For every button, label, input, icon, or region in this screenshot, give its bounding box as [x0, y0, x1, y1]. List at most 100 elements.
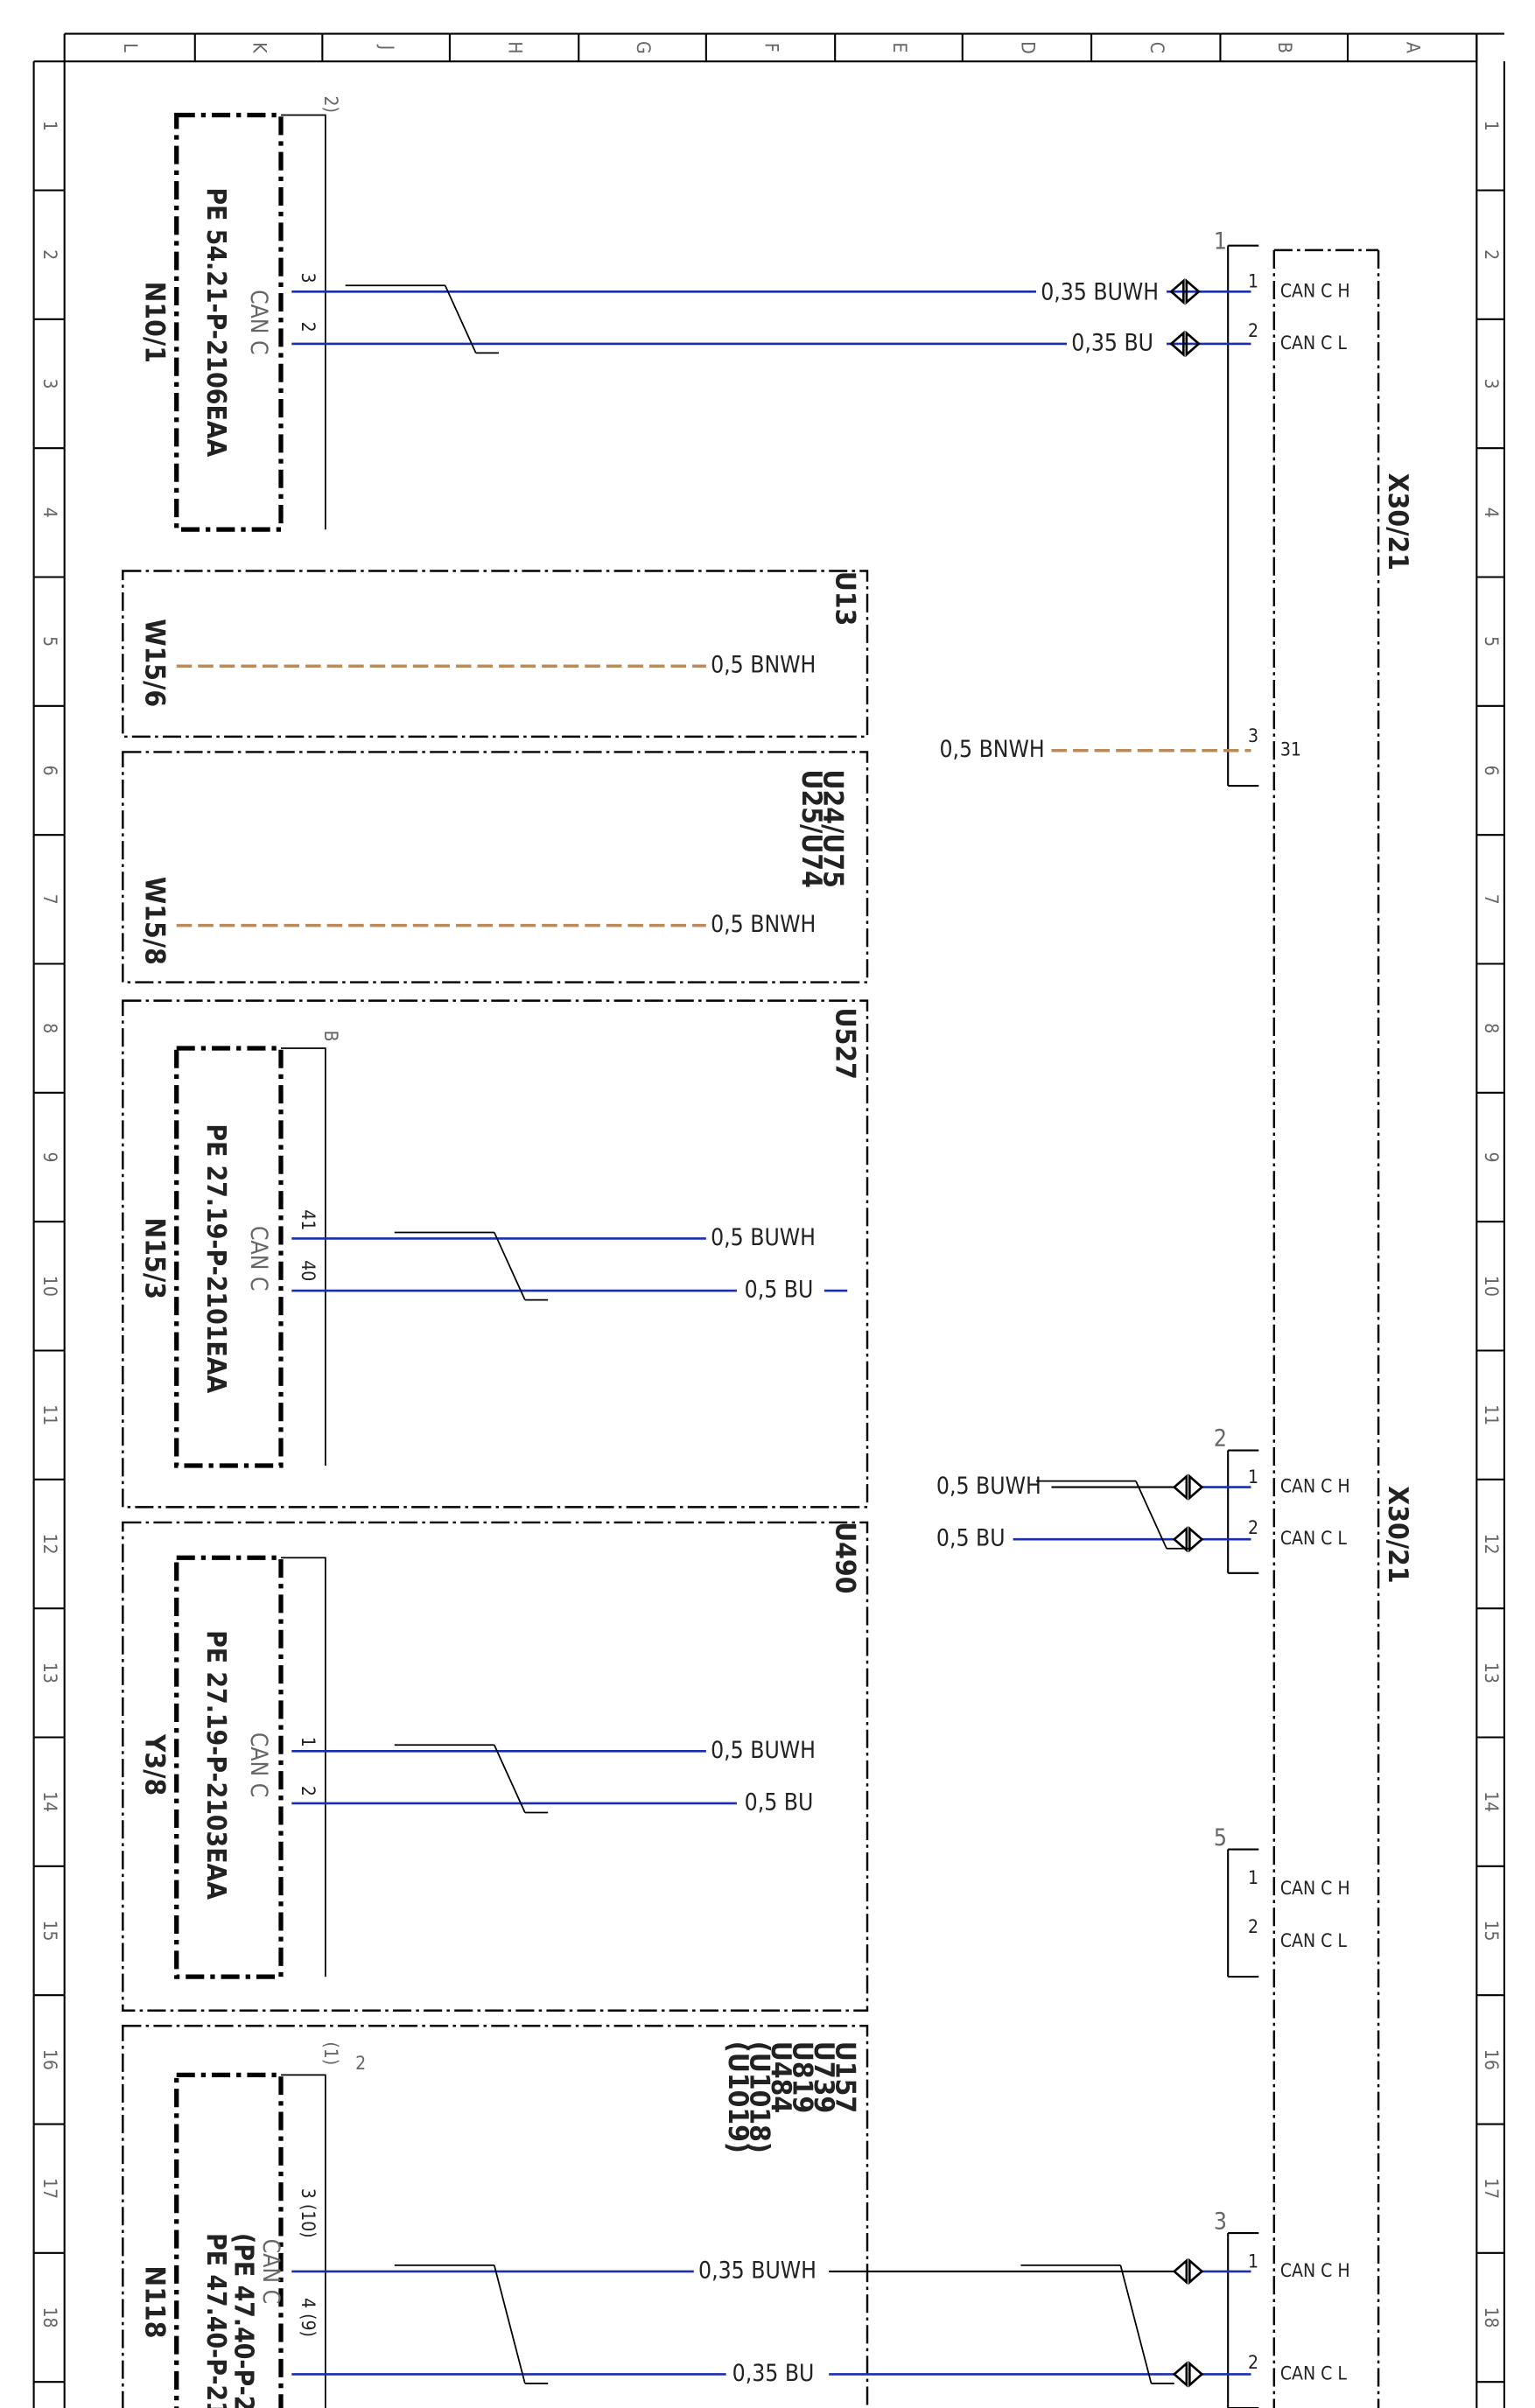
label: 40 — [298, 1260, 319, 1281]
row-label: 9 — [1481, 1152, 1503, 1162]
wire-label: 0,5 BUWH — [936, 1474, 1041, 1500]
line — [493, 1232, 526, 1300]
label: 2 — [1248, 2351, 1258, 2373]
column-label: F — [761, 43, 783, 52]
label: CAN C — [245, 290, 271, 354]
wire-label: 0,5 BNWH — [939, 737, 1044, 763]
column-label: G — [633, 41, 655, 54]
line — [493, 2264, 526, 2384]
label: 1 — [1248, 1866, 1258, 1888]
row-label: 2 — [39, 249, 61, 260]
label: (U1018) — [743, 2041, 775, 2153]
row-label: 13 — [1481, 1662, 1503, 1684]
label: CAN C L — [1280, 1929, 1348, 1951]
row-label: 14 — [39, 1791, 61, 1812]
row-label: 10 — [39, 1276, 61, 1297]
label: 1 — [1214, 229, 1227, 256]
label: CAN C L — [1280, 332, 1348, 354]
label: 41 — [298, 1209, 319, 1230]
line — [493, 1744, 526, 1813]
row-label: 8 — [39, 1023, 61, 1033]
label: 1 — [1248, 1466, 1258, 1488]
shield — [280, 1047, 326, 1466]
box — [122, 2025, 869, 2408]
label: CAN C H — [1280, 2259, 1350, 2281]
label: 4 (9) — [298, 2298, 319, 2337]
column-label: J — [376, 45, 398, 51]
row-label: 6 — [1481, 765, 1503, 775]
wire-label: 0,35 BUWH — [1041, 280, 1159, 306]
row-label: 7 — [1481, 894, 1503, 905]
label: X30/21 — [1382, 473, 1413, 570]
box — [122, 570, 869, 738]
label: 1 — [298, 1737, 319, 1747]
label: 3 (10) — [298, 2188, 319, 2238]
label: W15/6 — [138, 619, 170, 707]
connector — [1172, 2258, 1204, 2286]
label: U739 — [808, 2041, 839, 2113]
row-label: 1 — [39, 121, 61, 131]
label: 1 — [1248, 270, 1258, 292]
row-label: 11 — [1481, 1404, 1503, 1425]
label: 2) — [320, 96, 342, 113]
label: N118 — [138, 2265, 170, 2338]
label: 2 — [1248, 319, 1258, 341]
label: 3 — [1214, 2208, 1227, 2235]
wire-label: 0,5 BU — [745, 1278, 814, 1304]
row-label: 12 — [1481, 1533, 1503, 1554]
wire-label: 0,5 BUWH — [711, 1738, 816, 1764]
label: 2 — [355, 2052, 366, 2074]
row-label: 9 — [39, 1152, 61, 1162]
wire-label: 0,35 BUWH — [698, 2258, 817, 2284]
label: CAN C — [245, 1226, 271, 1291]
column-label: H — [505, 41, 527, 53]
row-label: 17 — [1481, 2178, 1503, 2199]
row-label: 7 — [39, 894, 61, 905]
box — [174, 1046, 284, 1468]
label: PE 54.21-P-2106EAA — [200, 187, 231, 457]
wire-label: 0,35 BU — [732, 2361, 815, 2387]
wire-label: 0,5 BU — [936, 1526, 1006, 1552]
row-label: 6 — [39, 765, 61, 775]
wire-label: 0,5 BU — [745, 1789, 814, 1816]
label: U484 — [765, 2041, 796, 2113]
column-label: K — [249, 42, 271, 53]
label: CAN C H — [1280, 1877, 1350, 1899]
box — [122, 999, 869, 1508]
label: 2 — [1248, 1516, 1258, 1538]
row-label: 4 — [1481, 508, 1503, 518]
line — [1135, 1480, 1167, 1550]
label: CAN C H — [1280, 1475, 1350, 1497]
column-label: A — [1403, 42, 1425, 53]
label: 2 — [1248, 1915, 1258, 1937]
box — [122, 1521, 869, 2012]
label: 2 — [1214, 1426, 1227, 1452]
row-label: 12 — [39, 1533, 61, 1554]
label: U24/U75 — [817, 769, 849, 888]
label: 3 — [1248, 724, 1258, 746]
label: (U1019) — [722, 2041, 753, 2153]
row-label: 18 — [1481, 2306, 1503, 2328]
column-label: B — [1274, 42, 1296, 53]
row-label: 3 — [1481, 378, 1503, 388]
label: CAN C L — [1280, 2362, 1348, 2384]
column-label: D — [1017, 41, 1039, 54]
label: U819 — [787, 2041, 818, 2113]
label: CAN C — [245, 1732, 271, 1797]
row-label: 5 — [39, 636, 61, 647]
row-label: 5 — [1481, 636, 1503, 647]
column-label: E — [889, 42, 911, 52]
label: U527 — [830, 1008, 861, 1080]
line — [1119, 2264, 1153, 2384]
row-label: 4 — [39, 508, 61, 518]
label: B — [320, 1030, 342, 1041]
row-label: 17 — [39, 2178, 61, 2199]
label: 2 — [298, 1786, 319, 1796]
row-label: 8 — [1481, 1023, 1503, 1033]
connector — [1172, 2361, 1204, 2388]
label: (1) — [320, 2041, 342, 2065]
column-label: C — [1146, 42, 1168, 53]
wire-label: 0,5 BNWH — [711, 912, 816, 938]
